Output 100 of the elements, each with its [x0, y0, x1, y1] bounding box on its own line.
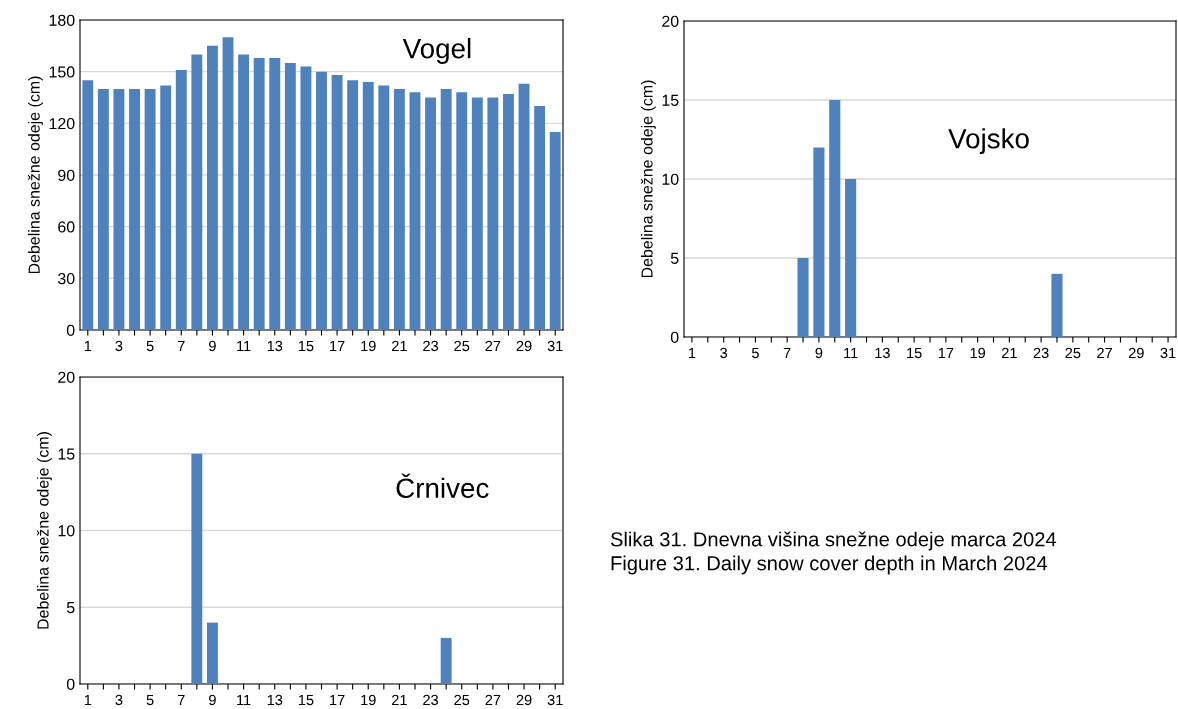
x-tick-label: 13 [267, 694, 283, 706]
x-tick-label: 29 [516, 340, 532, 352]
bar [206, 45, 218, 330]
y-tick-label: 90 [58, 169, 75, 181]
bar [82, 80, 94, 330]
x-tick-label: 19 [970, 347, 986, 359]
x-tick-label: 31 [1160, 347, 1176, 359]
text: Slika 31. Dnevna višina snežne odeje marca 2024 [610, 531, 1057, 551]
bar [284, 63, 296, 330]
bar [175, 69, 187, 330]
x-tick-label: 21 [1001, 347, 1017, 358]
x-tick-label: 27 [1097, 347, 1112, 358]
y-tick-label: 20 [662, 15, 679, 27]
bar [503, 94, 514, 330]
y-tick-label: 15 [662, 94, 679, 106]
x-tick-label: 7 [783, 347, 791, 358]
bar [518, 83, 530, 330]
x-tick-label: 19 [361, 340, 376, 352]
bar [456, 92, 468, 330]
bar [813, 147, 825, 337]
x-tick-label: 27 [485, 694, 501, 705]
x-tick-label: 1 [84, 694, 92, 705]
x-tick-label: 3 [115, 694, 123, 706]
bar [238, 54, 250, 330]
caption: Figure 31. Daily snow cover depth in March 2024 [611, 555, 1048, 575]
x-tick-label: 3 [720, 347, 728, 359]
text: Vogel [402, 38, 471, 64]
y-tick-label: 5 [66, 602, 75, 614]
bar [222, 37, 234, 330]
x-tick-label: 19 [361, 694, 376, 706]
y-tick-label: 10 [58, 525, 75, 537]
x-tick-label: 13 [267, 340, 283, 352]
text: Vojsko [948, 128, 1029, 155]
bar [316, 71, 327, 330]
bar [425, 97, 437, 330]
bar [409, 92, 421, 330]
x-tick-label: 31 [547, 340, 563, 352]
x-tick-label: 3 [115, 340, 123, 352]
bar [347, 80, 359, 330]
x-tick-label: 25 [454, 694, 470, 706]
x-tick-label: 31 [547, 694, 563, 706]
x-tick-label: 25 [454, 340, 470, 352]
y-tick-label: 0 [66, 678, 75, 690]
x-tick-label: 29 [1128, 347, 1144, 359]
x-tick-label: 21 [392, 694, 407, 705]
x-tick-label: 23 [423, 694, 439, 706]
y-tick-label: 120 [49, 117, 75, 130]
x-tick-label: 15 [298, 694, 314, 706]
x-tick-label: 23 [1033, 347, 1049, 359]
x-tick-label: 29 [516, 694, 532, 706]
bar [191, 453, 203, 684]
x-tick-label: 1 [688, 347, 696, 358]
x-tick-label: 7 [177, 340, 185, 351]
x-tick-label: 11 [237, 694, 251, 705]
y-tick-label: 5 [670, 252, 679, 264]
bar [331, 75, 343, 330]
x-tick-label: 9 [209, 340, 216, 352]
y-tick-label: 10 [662, 173, 679, 185]
bar [440, 88, 452, 330]
bar [144, 88, 156, 330]
x-tick-label: 11 [844, 347, 858, 358]
y-tick-label: 0 [66, 324, 75, 336]
x-tick-label: 13 [875, 347, 890, 359]
y-tick-label: 150 [49, 66, 75, 78]
bar [191, 54, 203, 330]
bar [206, 622, 218, 684]
bar [1051, 273, 1063, 337]
bar [534, 106, 546, 330]
y-tick-label: 60 [58, 221, 75, 233]
x-tick-label: 5 [751, 347, 759, 359]
x-tick-label: 17 [938, 347, 954, 358]
y-axis-title: Debelina snežne odeje (cm) [36, 432, 52, 629]
x-tick-label: 27 [485, 340, 501, 351]
bar [253, 57, 265, 330]
x-tick-label: 9 [209, 694, 216, 706]
bar [797, 258, 809, 337]
y-axis-title: Debelina snežne odeje (cm) [640, 80, 656, 278]
y-tick-label: 30 [57, 272, 75, 285]
x-tick-label: 15 [298, 340, 314, 352]
bar [471, 97, 483, 330]
bar [129, 88, 140, 330]
y-tick-label: 15 [58, 448, 75, 460]
bar [269, 57, 281, 330]
text: Črnivec [396, 473, 489, 499]
bar [440, 637, 452, 684]
bar [487, 97, 499, 330]
bar [378, 85, 390, 330]
bar [362, 82, 374, 330]
bar [393, 88, 405, 330]
x-tick-label: 1 [84, 340, 92, 351]
y-tick-label: 0 [670, 331, 679, 343]
bar [113, 88, 125, 330]
bar [160, 85, 172, 330]
y-axis-title: Debelina snežne odeje (cm) [28, 76, 43, 274]
bar [300, 66, 312, 330]
y-tick-label: 180 [49, 14, 75, 26]
x-tick-label: 17 [330, 694, 345, 705]
x-tick-label: 5 [146, 694, 154, 706]
x-tick-label: 15 [907, 347, 922, 359]
x-tick-label: 23 [423, 340, 439, 352]
